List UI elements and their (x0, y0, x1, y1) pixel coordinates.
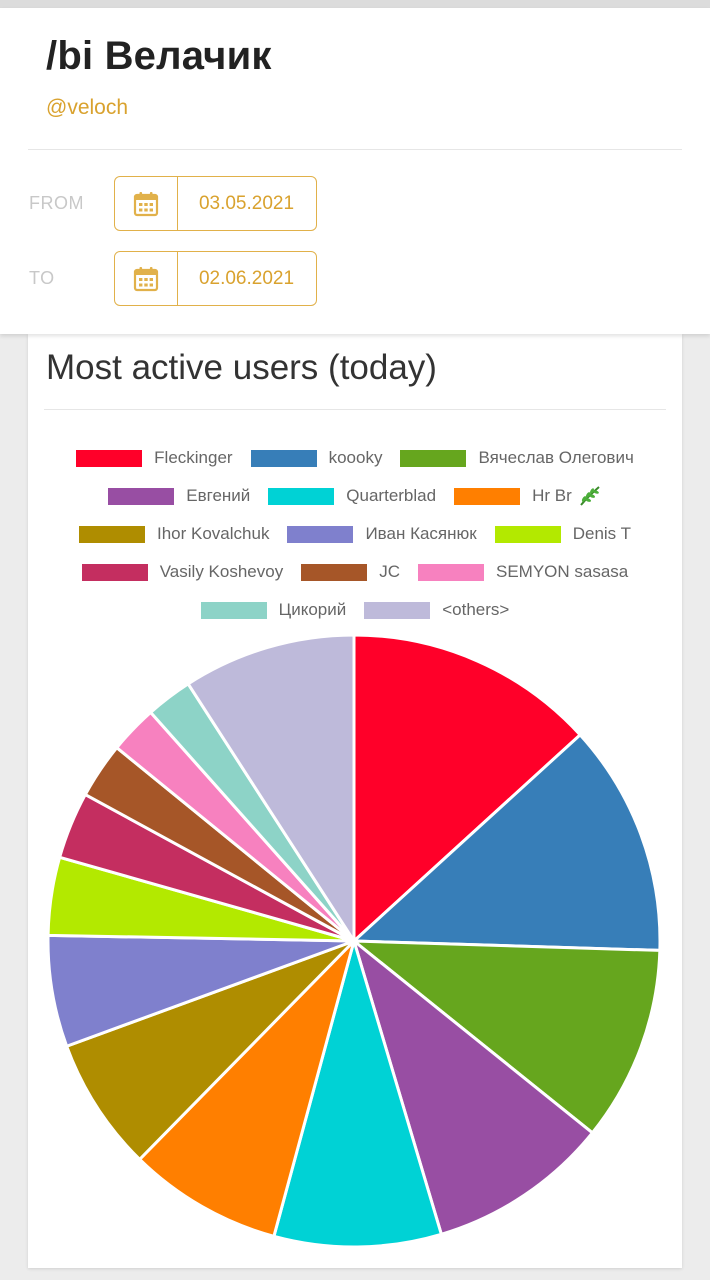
legend-swatch (200, 601, 267, 619)
to-date-value[interactable]: 02.06.2021 (198, 267, 295, 289)
calendar-icon[interactable] (115, 252, 178, 305)
pie-slice[interactable] (352, 733, 662, 952)
legend-swatch (108, 487, 175, 505)
legend-item[interactable]: Quarterblad (268, 486, 436, 506)
legend-swatch (268, 487, 335, 505)
legend-swatch (417, 563, 484, 581)
legend-swatch (494, 525, 561, 543)
legend-label: Hr Br (532, 486, 572, 505)
from-label: FROM (29, 193, 84, 213)
page-title: /bi Велачик (46, 34, 272, 78)
pie-slice[interactable] (352, 939, 662, 1135)
legend-swatch (454, 487, 521, 505)
pie-slice[interactable] (138, 939, 356, 1238)
legend-row: Vasily Koshevoy JC SEMYON sasasa (28, 553, 682, 591)
legend-label: SEMYON sasasa (495, 562, 629, 581)
legend-label: Цикорий (278, 600, 347, 619)
legend-swatch (287, 525, 354, 543)
calendar-icon[interactable] (115, 177, 178, 230)
legend-swatch (76, 449, 143, 467)
legend-swatch (301, 563, 368, 581)
legend-item[interactable]: koooky (250, 448, 383, 468)
from-date-picker[interactable]: 03.05.2021 (114, 176, 317, 231)
header-card: /bi Велачик @veloch FROM 03.05.202 (0, 8, 710, 334)
pie-chart (46, 633, 662, 1249)
legend-item[interactable]: Цикорий (200, 600, 347, 620)
legend-label: Евгений (186, 486, 251, 505)
legend-item[interactable]: Иван Касянюк (287, 524, 477, 544)
chart-divider (44, 409, 666, 410)
legend-swatch (79, 525, 145, 543)
chart-legend: Fleckinger koooky Вячеслав Олегович Евгений… (28, 439, 682, 629)
pie-slice[interactable] (352, 633, 582, 943)
chart-card: Most active users (today) Fleckinger kooo… (28, 334, 682, 1268)
to-label: TO (29, 268, 55, 288)
legend-item[interactable]: Vasily Koshevoy (81, 562, 284, 582)
legend-swatch (364, 601, 431, 619)
user-handle-link[interactable]: @veloch (46, 96, 129, 119)
legend-label: Ihor Kovalchuk (157, 524, 270, 543)
legend-label: Иван Касянюк (365, 524, 477, 543)
legend-item[interactable]: Вячеслав Олегович (400, 448, 634, 468)
legend-item[interactable]: Fleckinger (76, 448, 233, 468)
legend-label: Quarterblad (346, 486, 437, 505)
to-date-row: TO 02.06.2021 (0, 251, 710, 309)
legend-label: JC (379, 562, 400, 581)
legend-item[interactable]: Hr Br (454, 485, 602, 507)
header-divider (28, 149, 682, 150)
from-date-row: FROM 03.05.2021 (0, 176, 710, 234)
legend-swatch (250, 449, 317, 467)
legend-label: koooky (328, 448, 383, 467)
legend-label: Vasily Koshevoy (159, 562, 284, 581)
fern-emoji-icon (579, 486, 600, 506)
legend-label: Denis T (572, 524, 631, 543)
status-bar-strip (0, 0, 710, 8)
pie-slice[interactable] (272, 939, 443, 1249)
chart-title: Most active users (today) (46, 348, 437, 387)
legend-item[interactable]: Евгений (108, 486, 250, 506)
pie-slice[interactable] (186, 633, 356, 943)
pie-slice[interactable] (65, 939, 356, 1161)
legend-swatch (81, 563, 148, 581)
legend-item[interactable]: <others> (364, 600, 509, 620)
legend-label: <others> (442, 600, 510, 619)
to-date-picker[interactable]: 02.06.2021 (114, 251, 317, 306)
legend-item[interactable]: Ihor Kovalchuk (79, 524, 269, 544)
legend-label: Fleckinger (154, 448, 233, 467)
legend-swatch (400, 449, 467, 467)
pie-slice[interactable] (352, 939, 594, 1236)
legend-row: Евгений Quarterblad Hr Br (28, 477, 682, 515)
from-date-value[interactable]: 03.05.2021 (198, 192, 295, 214)
legend-item[interactable]: SEMYON sasasa (417, 562, 629, 582)
legend-row: Ihor Kovalchuk Иван Касянюк Denis T (28, 515, 682, 553)
legend-item[interactable]: Denis T (494, 524, 631, 544)
legend-item[interactable]: JC (301, 562, 400, 582)
legend-row: Fleckinger koooky Вячеслав Олегович (28, 439, 682, 477)
legend-label: Вячеслав Олегович (478, 448, 634, 467)
legend-row: Цикорий <others> (28, 591, 682, 629)
